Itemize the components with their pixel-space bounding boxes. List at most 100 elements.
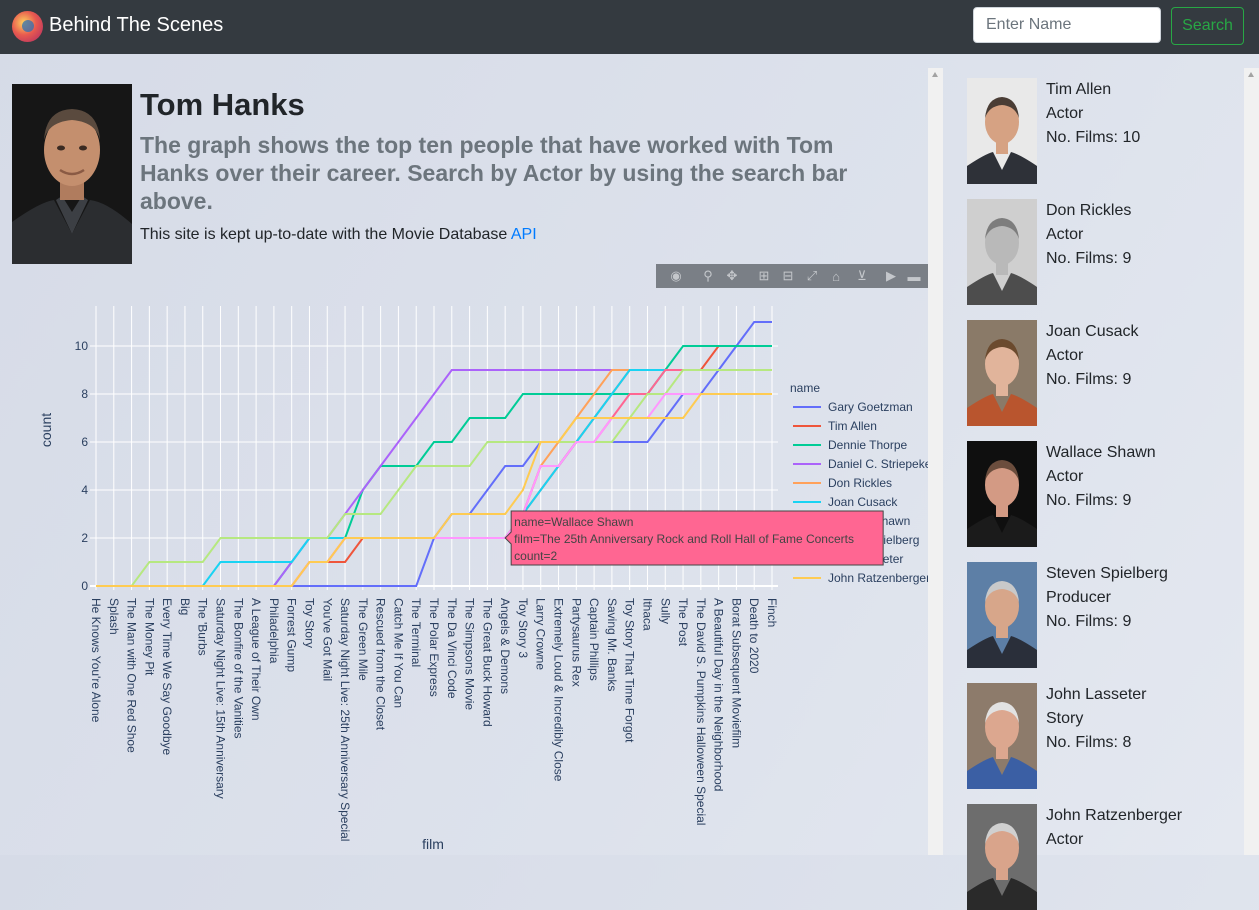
collaborator-name: John Lasseter (1046, 686, 1147, 703)
collaborator-photo[interactable] (967, 683, 1037, 789)
api-note-text: This site is kept up-to-date with the Mo… (140, 226, 511, 243)
zoom-in-icon[interactable]: ⊞ (758, 268, 770, 283)
scroll-up-arrow-icon[interactable] (1248, 72, 1254, 77)
x-tick-label: Toy Story That Time Forgot (623, 598, 637, 743)
collaborator-card[interactable]: Tim Allen Actor No. Films: 10 (967, 78, 1237, 184)
collaborator-photo[interactable] (967, 804, 1037, 910)
zoom-out-icon[interactable]: ⊟ (782, 268, 794, 283)
legend-item[interactable]: Tim Allen (793, 419, 877, 433)
collaborator-photo[interactable] (967, 320, 1037, 426)
collaborator-card[interactable]: John Lasseter Story No. Films: 8 (967, 683, 1237, 789)
x-tick-label: Saturday Night Live: 25th Anniversary Sp… (338, 598, 352, 841)
collaborator-name: Wallace Shawn (1046, 444, 1156, 461)
scroll-up-arrow-icon[interactable] (932, 72, 938, 77)
legend-item[interactable]: Dennie Thorpe (793, 438, 907, 452)
page-title: Tom Hanks (140, 87, 305, 122)
collaborator-name: Steven Spielberg (1046, 565, 1168, 582)
collaborator-photo[interactable] (967, 199, 1037, 305)
x-tick-label: Captain Phillips (587, 598, 601, 681)
x-tick-label: Finch (765, 598, 779, 627)
search-input[interactable] (973, 7, 1161, 43)
hover-closest-icon[interactable]: ▶ (886, 268, 896, 283)
zoom-icon[interactable]: ⚲ (703, 268, 713, 283)
api-link[interactable]: API (510, 226, 537, 243)
x-tick-label: Saturday Night Live: 15th Anniversary (214, 598, 228, 799)
collaborator-name: John Ratzenberger (1046, 807, 1183, 824)
collaborator-name: Don Rickles (1046, 202, 1132, 219)
x-tick-label: Extremely Loud & Incredibly Close (552, 598, 566, 782)
tooltip-box (504, 510, 884, 566)
collaborator-films: No. Films: 9 (1046, 250, 1132, 267)
legend-item[interactable]: Joan Cusack (793, 495, 898, 509)
series-line[interactable] (96, 393, 772, 587)
spike-lines-icon[interactable]: ⊻ (857, 268, 867, 283)
y-tick-label: 0 (81, 579, 88, 593)
y-tick-label: 6 (81, 435, 88, 449)
legend-label: Joan Cusack (828, 495, 898, 509)
collaborator-photo[interactable] (967, 441, 1037, 547)
camera-icon[interactable]: ◉ (670, 268, 682, 283)
x-tick-label: Saving Mr. Banks (605, 598, 619, 691)
legend-item[interactable]: Gary Goetzman (793, 400, 913, 414)
collaborator-role: Producer (1046, 589, 1111, 606)
x-tick-label: Catch Me If You Can (391, 598, 405, 708)
plot-modebar: ◉ ⚲ ✥ ⊞ ⊟ ⤢ ⌂ ⊻ ▶ ▬ (656, 264, 928, 288)
collaborator-card[interactable]: Wallace Shawn Actor No. Films: 9 (967, 441, 1237, 547)
scrollbar-thumb[interactable] (1246, 82, 1257, 855)
tooltip-line: count=2 (514, 549, 557, 563)
search-button[interactable]: Search (1171, 7, 1244, 45)
legend-label: Don Rickles (828, 476, 892, 490)
collaborator-photo[interactable] (967, 562, 1037, 668)
y-tick-label: 10 (75, 339, 89, 353)
x-tick-label: Splash (107, 598, 121, 635)
x-tick-label: Big (178, 598, 192, 615)
x-tick-label: Angels & Demons (498, 598, 512, 694)
legend-item[interactable]: John Ratzenberger (793, 571, 928, 585)
x-tick-label: The Simpsons Movie (463, 598, 477, 710)
x-tick-label: A League of Their Own (249, 598, 263, 721)
brand-logo-icon[interactable] (12, 11, 43, 42)
x-tick-label: Ithaca (640, 598, 654, 631)
collaborator-card[interactable]: Joan Cusack Actor No. Films: 9 (967, 320, 1237, 426)
x-tick-label: Sully (658, 598, 672, 624)
collaborator-films: No. Films: 8 (1046, 734, 1132, 751)
autoscale-icon[interactable]: ⤢ (806, 268, 818, 283)
collaborator-card[interactable]: John Ratzenberger Actor (967, 804, 1237, 910)
home-icon[interactable]: ⌂ (832, 268, 840, 284)
collaborator-films: No. Films: 10 (1046, 129, 1141, 146)
x-tick-label: Larry Crowne (534, 598, 548, 670)
collaborator-name: Tim Allen (1046, 81, 1112, 98)
x-tick-label: Rescued from the Closet (374, 598, 388, 731)
navbar: Behind The Scenes Search (0, 0, 1259, 54)
legend-label: Dennie Thorpe (828, 438, 907, 452)
collaborator-role: Actor (1046, 226, 1084, 243)
hover-tooltip: name=Wallace Shawn film=The 25th Annivers… (504, 510, 884, 566)
y-axis-title: count (38, 413, 54, 447)
collaborator-card[interactable]: Don Rickles Actor No. Films: 9 (967, 199, 1237, 305)
x-tick-label: A Beautiful Day in the Neighborhood (712, 598, 726, 791)
collaborators-sidebar: Tim Allen Actor No. Films: 10 Don Rickles Ac… (955, 54, 1245, 910)
collaborator-photo[interactable] (967, 78, 1037, 184)
collaborator-card[interactable]: Steven Spielberg Producer No. Films: 9 (967, 562, 1237, 668)
brand-name[interactable]: Behind The Scenes (49, 14, 224, 36)
hover-compare-icon[interactable]: ▬ (907, 268, 921, 284)
x-tick-label: The Great Buck Howard (480, 598, 494, 727)
main-scrollbar[interactable] (928, 68, 943, 855)
collaborator-role: Actor (1046, 831, 1084, 848)
legend-item[interactable]: Daniel C. Striepeke (793, 457, 928, 471)
series-line[interactable] (96, 369, 772, 587)
profile-photo (12, 84, 132, 264)
legend-item[interactable]: Don Rickles (793, 476, 892, 490)
sidebar-scrollbar[interactable] (1244, 68, 1259, 855)
x-tick-label: The Post (676, 598, 690, 647)
x-tick-label: The Man with One Red Shoe (125, 598, 139, 753)
scrollbar-thumb[interactable] (930, 82, 941, 855)
legend-label: Daniel C. Striepeke (828, 457, 928, 471)
pan-icon[interactable]: ✥ (726, 268, 738, 283)
collaborator-role: Actor (1046, 105, 1084, 122)
collaborator-films: No. Films: 9 (1046, 371, 1132, 388)
x-tick-label: You've Got Mail (320, 598, 334, 681)
legend-label: Gary Goetzman (828, 400, 913, 414)
y-tick-label: 2 (81, 531, 88, 545)
legend-label: John Ratzenberger (828, 571, 928, 585)
